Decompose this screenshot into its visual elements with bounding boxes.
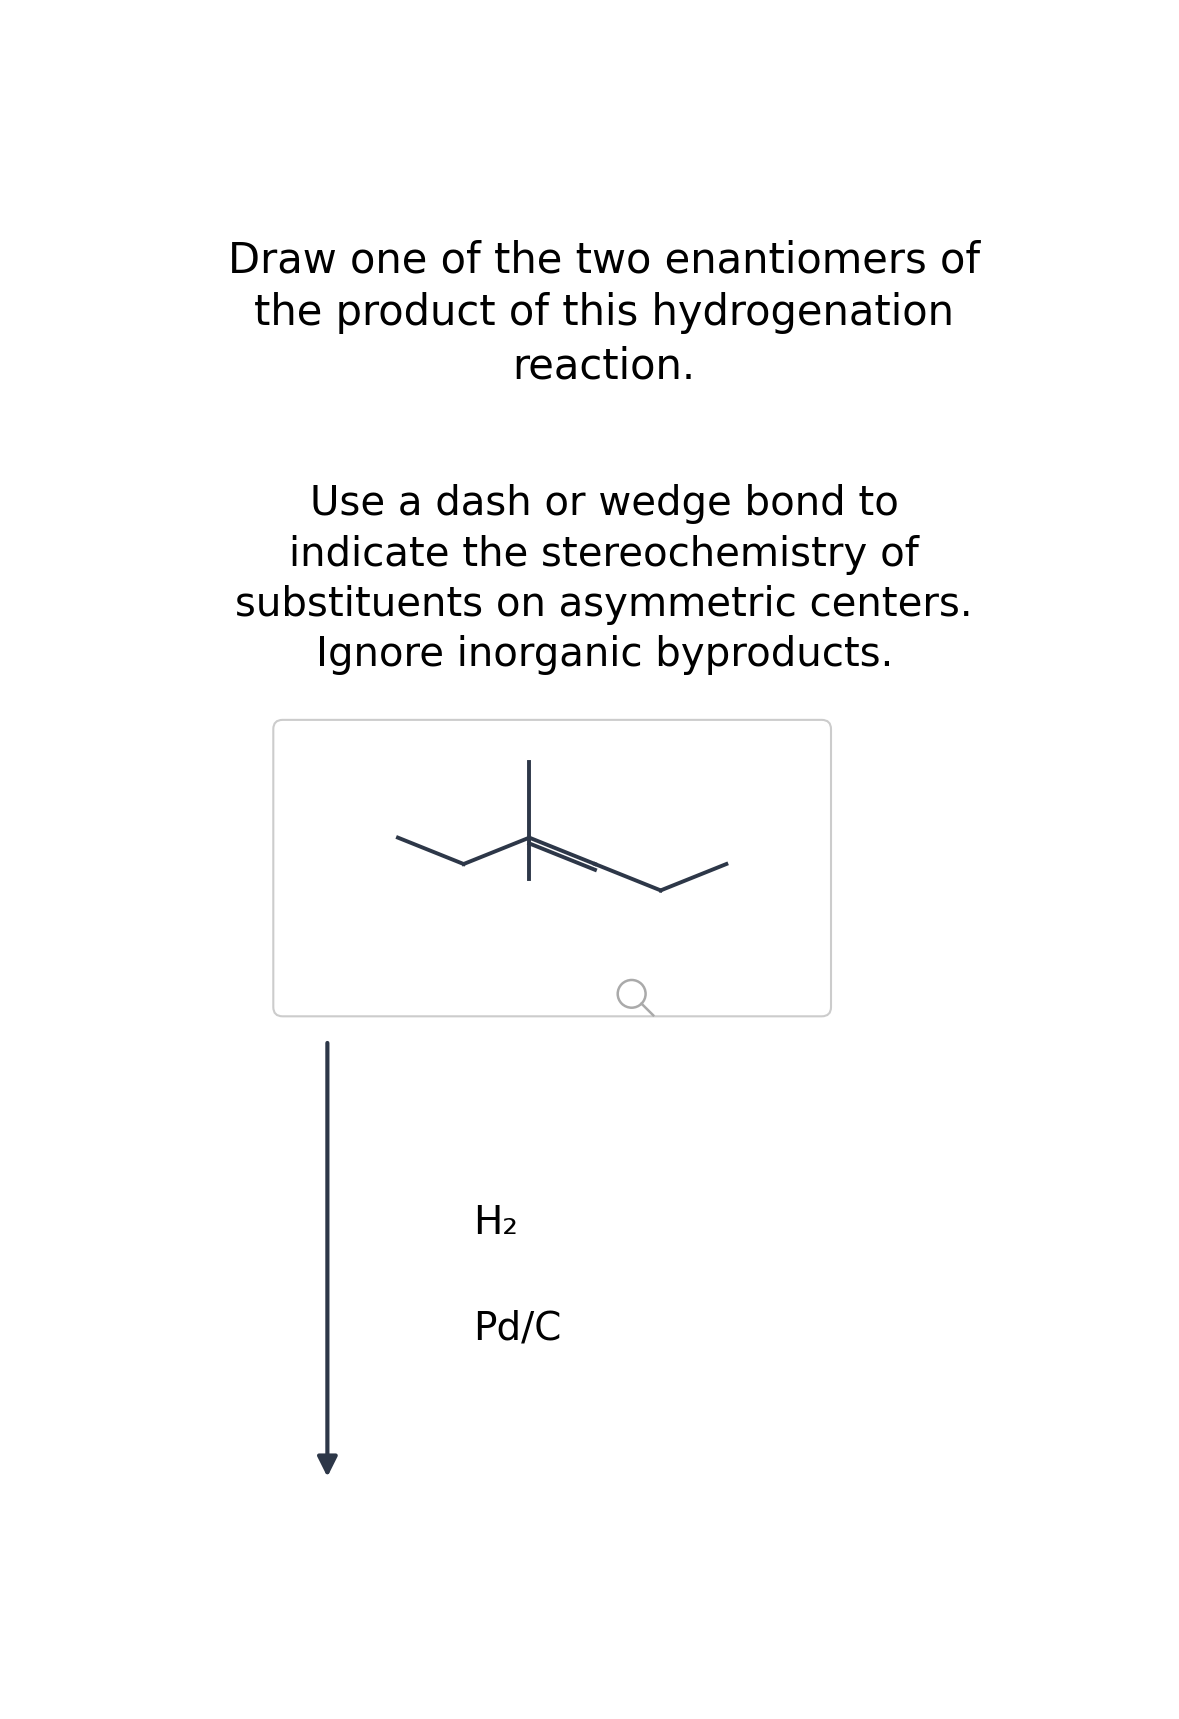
FancyBboxPatch shape <box>274 720 831 1016</box>
Text: H₂: H₂ <box>473 1203 518 1241</box>
Text: Ignore inorganic byproducts.: Ignore inorganic byproducts. <box>316 634 893 676</box>
Text: indicate the stereochemistry of: indicate the stereochemistry of <box>289 535 920 574</box>
Text: Draw one of the two enantiomers of: Draw one of the two enantiomers of <box>229 239 980 282</box>
Text: Pd/C: Pd/C <box>473 1310 561 1348</box>
Text: the product of this hydrogenation: the product of this hydrogenation <box>255 292 954 333</box>
Text: Use a dash or wedge bond to: Use a dash or wedge bond to <box>310 485 898 524</box>
Text: reaction.: reaction. <box>513 346 696 387</box>
Text: substituents on asymmetric centers.: substituents on asymmetric centers. <box>236 584 973 624</box>
